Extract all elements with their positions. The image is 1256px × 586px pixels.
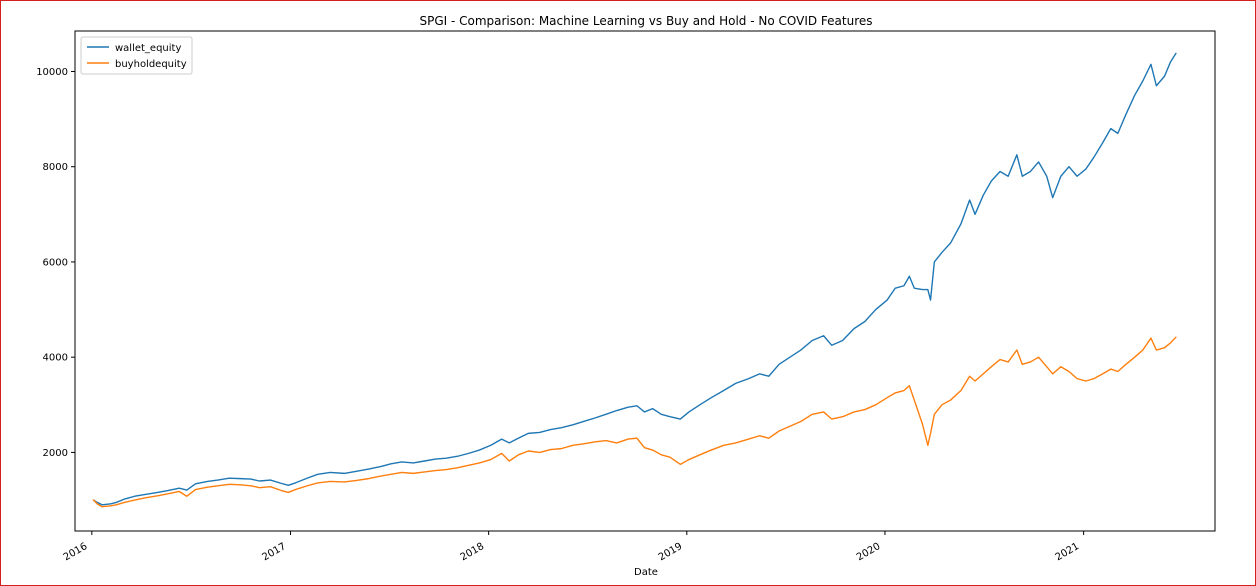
- y-tick-label: 4000: [43, 353, 68, 364]
- plot-frame: [74, 30, 1216, 532]
- legend: wallet_equity buyholdequity: [80, 36, 193, 75]
- y-axis: 2000 4000 6000 8000 10000: [36, 67, 75, 459]
- x-tick-label: 2017: [260, 541, 288, 563]
- x-tick-label: 2016: [62, 541, 90, 563]
- legend-label-buyholdequity: buyholdequity: [115, 59, 187, 70]
- legend-label-wallet-equity: wallet_equity: [115, 43, 181, 54]
- y-tick-label: 10000: [36, 67, 68, 78]
- chart-title: SPGI - Comparison: Machine Learning vs B…: [419, 14, 872, 28]
- x-tick-label: 2019: [657, 541, 685, 563]
- y-tick-label: 8000: [43, 162, 68, 173]
- y-tick-label: 6000: [43, 257, 68, 268]
- series-layer: [92, 52, 1177, 508]
- x-axis: 2016 2017 2018 2019 2020 2021: [62, 531, 1085, 563]
- y-tick-label: 2000: [43, 448, 68, 459]
- x-axis-label: Date: [634, 567, 658, 578]
- x-tick-label: 2020: [855, 541, 883, 563]
- x-tick-label: 2018: [459, 541, 487, 563]
- series-line-buyholdequity: [92, 336, 1177, 508]
- plot-area: [74, 30, 1216, 532]
- series-line-wallet-equity: [92, 52, 1177, 506]
- x-tick-label: 2021: [1054, 541, 1082, 563]
